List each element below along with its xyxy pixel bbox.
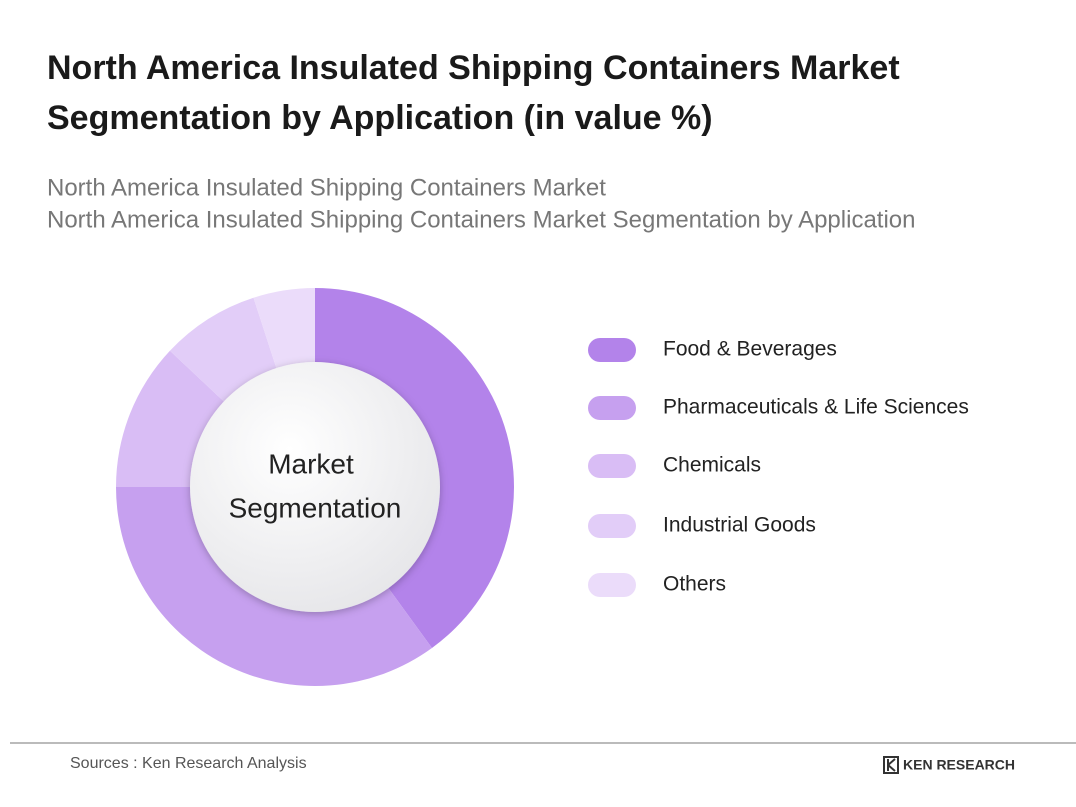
legend-swatch: [588, 573, 636, 597]
legend-label: Chemicals: [663, 454, 761, 477]
legend-swatch: [588, 338, 636, 362]
legend-swatch: [588, 514, 636, 538]
source: Sources : Ken Research Analysis: [70, 755, 307, 772]
legend-swatch: [588, 454, 636, 478]
title: Segmentation by Application (in value %): [47, 99, 713, 137]
donut-slice: [169, 297, 278, 405]
donut-hole: [190, 362, 440, 612]
donut-slice: [315, 288, 514, 648]
subtitle: North America Insulated Shipping Contain…: [47, 206, 916, 233]
logo: KEN RESEARCH: [883, 756, 1015, 774]
donut: [116, 288, 514, 686]
center-label: Market: [268, 448, 354, 479]
donut-slice: [116, 487, 432, 686]
legend-label: Food & Beverages: [663, 338, 837, 361]
legend-swatch: [588, 396, 636, 420]
subtitle: North America Insulated Shipping Contain…: [47, 174, 606, 201]
legend: Food & Beverages Pharmaceuticals & Life S…: [588, 338, 969, 597]
center-label: Segmentation: [229, 492, 402, 523]
title: North America Insulated Shipping Contain…: [47, 49, 900, 87]
logo-text: KEN RESEARCH: [903, 757, 1015, 773]
legend-label: Others: [663, 573, 726, 596]
legend-label: Industrial Goods: [663, 514, 816, 537]
logo-icon: [883, 756, 899, 774]
legend-label: Pharmaceuticals & Life Sciences: [663, 396, 969, 419]
donut-slice: [253, 288, 315, 373]
logo-icon: [887, 758, 896, 772]
